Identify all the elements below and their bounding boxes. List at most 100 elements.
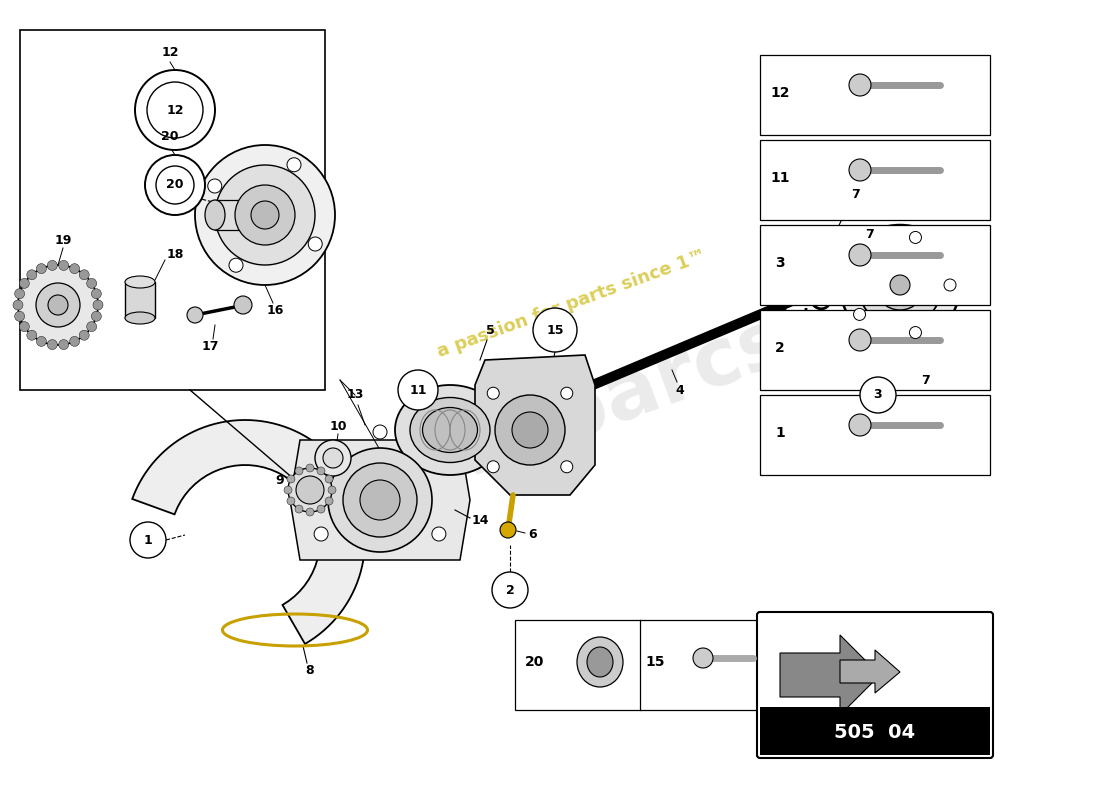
Polygon shape (780, 635, 880, 715)
Text: 12: 12 (166, 103, 184, 117)
Text: 17: 17 (201, 341, 219, 354)
Text: 20: 20 (526, 655, 544, 669)
Circle shape (910, 326, 922, 338)
Ellipse shape (205, 200, 225, 230)
Ellipse shape (587, 647, 613, 677)
Circle shape (235, 185, 295, 245)
Circle shape (14, 289, 24, 298)
Text: 12: 12 (162, 46, 178, 58)
Text: 20: 20 (166, 178, 184, 191)
Text: a passion for parts since 1™: a passion for parts since 1™ (434, 246, 710, 362)
Circle shape (251, 201, 279, 229)
Text: 3: 3 (776, 256, 784, 270)
Text: 1: 1 (776, 426, 785, 440)
Circle shape (36, 336, 46, 346)
Bar (760, 140, 990, 220)
Circle shape (360, 480, 400, 520)
Bar (760, 310, 990, 390)
Ellipse shape (693, 648, 713, 668)
Ellipse shape (125, 312, 155, 324)
Text: 2: 2 (506, 583, 515, 597)
Circle shape (287, 475, 295, 483)
Circle shape (323, 448, 343, 468)
Circle shape (48, 295, 68, 315)
Circle shape (326, 497, 333, 505)
Circle shape (306, 464, 313, 472)
Text: 18: 18 (166, 249, 184, 262)
Circle shape (20, 322, 30, 332)
Circle shape (26, 270, 36, 280)
Circle shape (343, 463, 417, 537)
Circle shape (229, 258, 243, 272)
Circle shape (187, 307, 204, 323)
Circle shape (840, 225, 960, 345)
Circle shape (69, 264, 79, 274)
Circle shape (130, 522, 166, 558)
Text: 14: 14 (471, 514, 488, 526)
Polygon shape (840, 650, 900, 693)
Text: 10: 10 (329, 419, 346, 433)
Polygon shape (132, 420, 365, 644)
Text: 2: 2 (776, 341, 785, 355)
Bar (515, 620, 764, 710)
Circle shape (135, 70, 214, 150)
Circle shape (47, 261, 57, 270)
Text: europarcs: europarcs (345, 302, 799, 530)
Circle shape (287, 497, 295, 505)
Circle shape (315, 440, 351, 476)
Text: 3: 3 (873, 389, 882, 402)
Circle shape (495, 395, 565, 465)
Circle shape (47, 339, 57, 350)
Circle shape (147, 82, 204, 138)
Circle shape (860, 377, 896, 413)
Circle shape (858, 243, 942, 327)
Ellipse shape (234, 296, 252, 314)
Circle shape (18, 265, 98, 345)
Circle shape (20, 278, 30, 288)
Circle shape (854, 308, 866, 320)
Circle shape (156, 166, 194, 204)
Circle shape (944, 279, 956, 291)
Circle shape (94, 300, 103, 310)
Ellipse shape (125, 276, 155, 288)
Circle shape (287, 158, 301, 172)
Circle shape (36, 264, 46, 274)
Bar (20, 30, 324, 390)
Ellipse shape (849, 74, 871, 96)
Text: 7: 7 (866, 229, 874, 242)
Text: 11: 11 (770, 171, 790, 185)
Text: 7: 7 (921, 374, 929, 386)
Circle shape (492, 572, 528, 608)
Circle shape (512, 412, 548, 448)
Text: 7: 7 (850, 189, 859, 202)
Circle shape (36, 283, 80, 327)
Circle shape (910, 231, 922, 243)
Text: 19: 19 (54, 234, 72, 246)
Circle shape (69, 336, 79, 346)
Text: 11: 11 (409, 383, 427, 397)
Circle shape (26, 330, 36, 340)
Text: 6: 6 (529, 529, 537, 542)
Circle shape (79, 330, 89, 340)
Circle shape (308, 237, 322, 251)
Text: 505  04: 505 04 (835, 723, 915, 742)
Ellipse shape (395, 385, 505, 475)
Bar (760, 55, 990, 135)
Circle shape (58, 261, 68, 270)
Text: 16: 16 (266, 303, 284, 317)
Circle shape (432, 527, 446, 541)
Circle shape (500, 522, 516, 538)
Text: 1: 1 (144, 534, 153, 546)
Bar (760, 225, 990, 305)
Circle shape (91, 289, 101, 298)
Circle shape (854, 250, 866, 262)
Text: 12: 12 (770, 86, 790, 100)
Text: 20: 20 (162, 130, 178, 143)
Circle shape (398, 370, 438, 410)
Bar (125, 282, 155, 318)
Circle shape (145, 155, 205, 215)
Circle shape (487, 461, 499, 473)
Text: 15: 15 (547, 323, 563, 337)
Circle shape (890, 275, 910, 295)
Ellipse shape (849, 329, 871, 351)
